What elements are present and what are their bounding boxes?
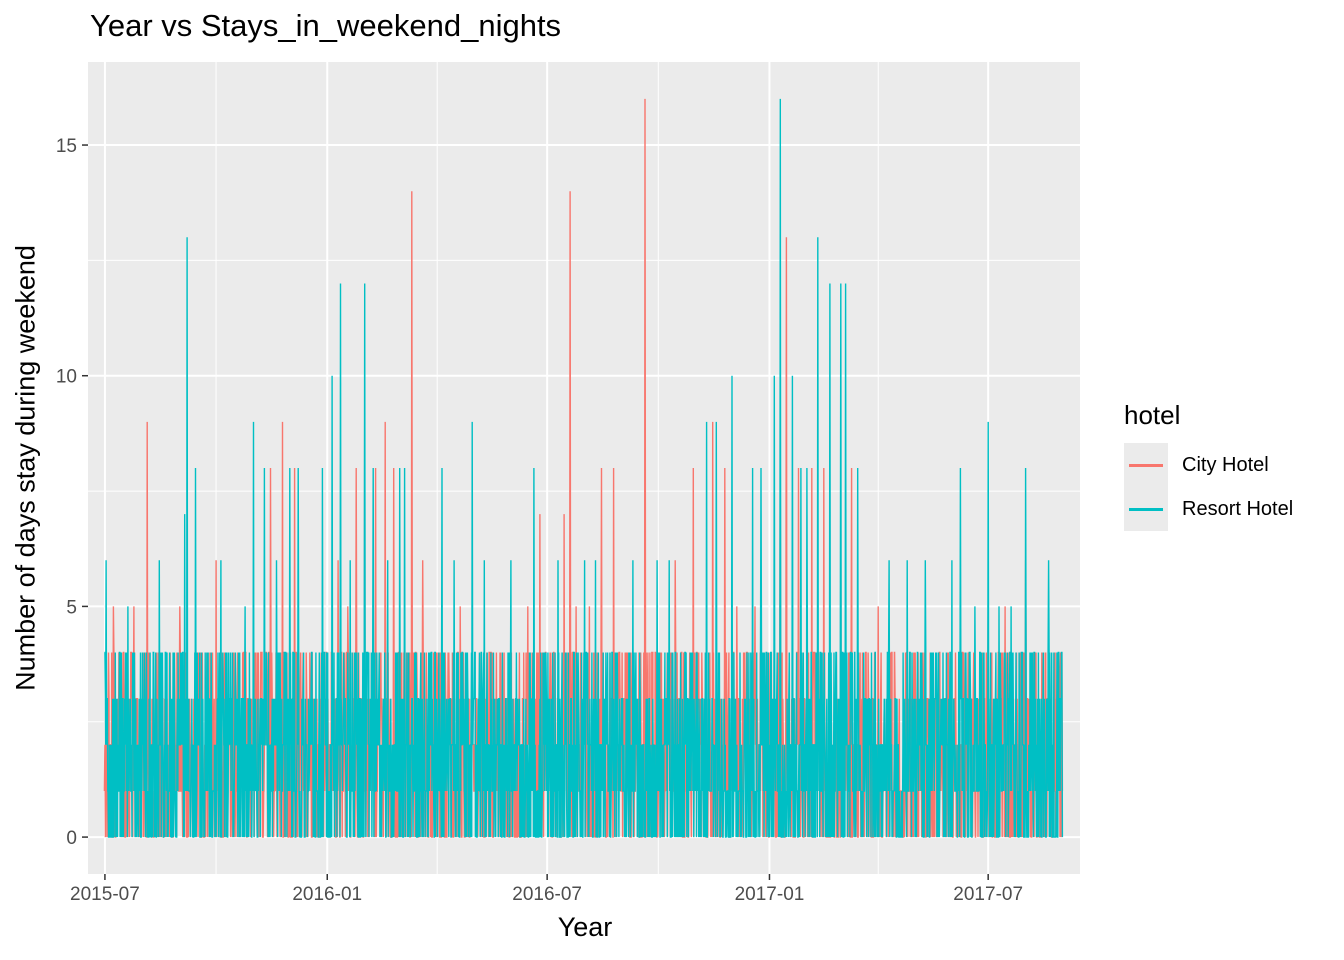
legend-item-city-hotel: City Hotel <box>1124 443 1293 487</box>
legend-item-resort-hotel: Resort Hotel <box>1124 487 1293 531</box>
x-tick-label: 2017-01 <box>735 884 805 905</box>
legend-key-resort-hotel <box>1124 487 1168 531</box>
legend-swatch-city-hotel <box>1129 463 1163 467</box>
legend-label-resort-hotel: Resort Hotel <box>1182 497 1294 520</box>
chart-title: Year vs Stays_in_weekend_nights <box>90 8 562 43</box>
x-tick-label: 2017-07 <box>953 884 1023 905</box>
y-tick-label: 15 <box>56 136 77 157</box>
series-layer <box>103 98 1064 838</box>
axes-layer: 0 5 10 15 2015-07 2016-01 2016-07 2017-01 2017-0… <box>56 136 1023 905</box>
y-tick-label: 0 <box>66 828 77 849</box>
x-axis-title: Year <box>557 912 613 942</box>
y-tick-label: 10 <box>56 367 77 388</box>
legend-title: hotel <box>1124 400 1181 430</box>
x-tick-label: 2016-01 <box>292 884 362 905</box>
y-axis-title: Number of days stay during weekend <box>10 245 41 691</box>
series-line-resort-hotel <box>104 98 1064 838</box>
x-tick-label: 2016-07 <box>512 884 582 905</box>
legend-key-city-hotel <box>1124 443 1168 487</box>
legend-swatch-resort-hotel <box>1129 507 1163 511</box>
x-tick-label: 2015-07 <box>70 884 140 905</box>
legend-label-city-hotel: City Hotel <box>1182 453 1269 476</box>
y-tick-label: 5 <box>66 597 77 618</box>
legend: hotel City Hotel Resort Hotel <box>1124 400 1293 531</box>
